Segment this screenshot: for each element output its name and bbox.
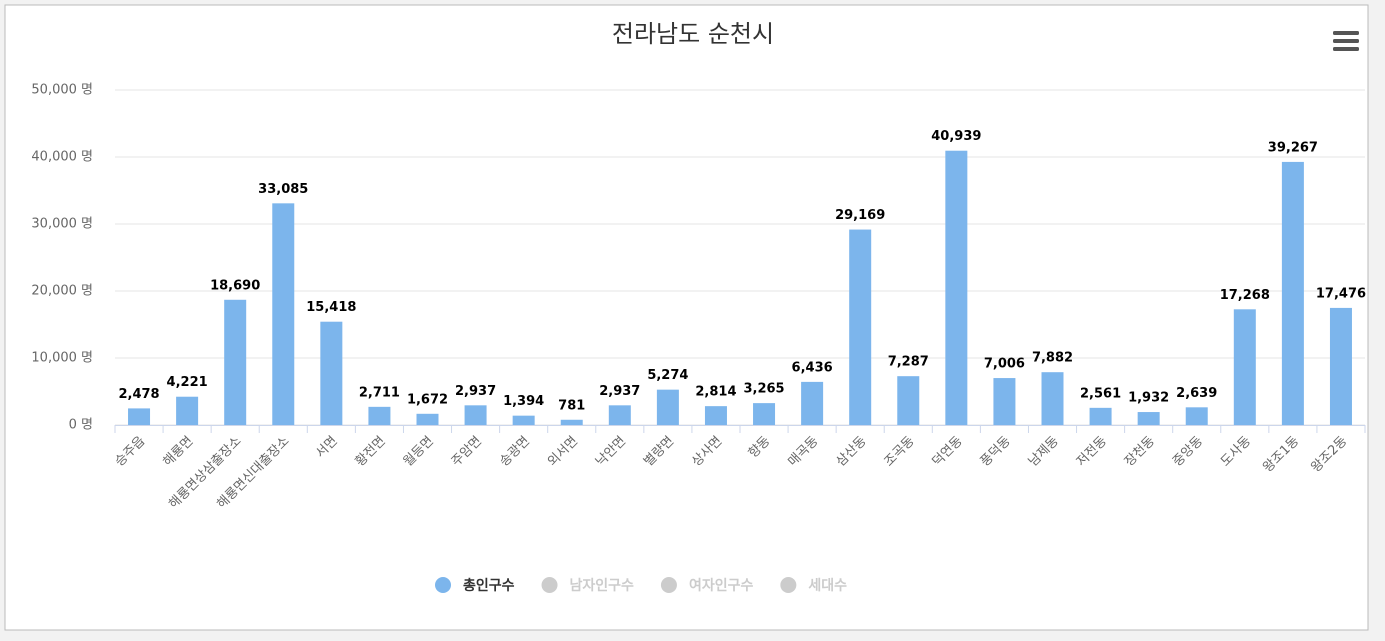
bar [1185,407,1208,425]
data-label: 1,672 [407,392,448,407]
data-label: 40,939 [931,129,981,144]
bar [1329,307,1352,425]
data-label: 6,436 [792,360,833,375]
data-label: 7,882 [1032,351,1073,366]
legend-item[interactable]: 남자인구수 [541,577,635,594]
y-tick-label: 40,000 명 [31,150,93,165]
data-label: 2,937 [455,384,496,399]
bar [897,376,920,425]
bar [608,405,631,425]
data-label: 17,476 [1316,286,1366,301]
bar [849,229,872,425]
legend-label: 남자인구수 [570,577,635,594]
data-label: 7,006 [984,357,1025,372]
bar [464,405,487,425]
bar [1041,372,1064,425]
bar [512,415,535,425]
bar [176,396,199,425]
bar [993,378,1016,425]
chart-frame [4,4,1369,631]
legend-item[interactable]: 총인구수 [435,577,515,594]
data-label: 33,085 [258,182,308,197]
data-label: 39,267 [1268,140,1318,155]
menu-button[interactable] [1333,31,1359,51]
y-tick-label: 30,000 명 [31,217,93,232]
data-label: 1,394 [503,394,544,409]
menu-bar [1333,47,1359,51]
bar [560,419,583,425]
data-label: 3,265 [743,382,784,397]
data-label: 29,169 [835,208,885,223]
legend-item[interactable]: 세대수 [780,577,847,594]
data-label: 18,690 [210,278,260,293]
data-label: 1,932 [1128,391,1169,406]
data-label: 4,221 [167,375,208,390]
data-label: 2,639 [1176,386,1217,401]
legend-label: 세대수 [808,578,847,594]
data-label: 2,478 [118,387,159,402]
data-label: 2,814 [695,385,736,400]
bar [1281,161,1304,425]
bar [945,150,968,426]
bar [656,389,679,425]
y-tick-label: 0 명 [69,418,93,433]
legend-label: 총인구수 [463,577,515,594]
bar [753,403,776,425]
data-label: 7,287 [888,355,929,370]
bar [704,406,727,425]
data-label: 15,418 [306,300,356,315]
data-label: 2,561 [1080,386,1121,401]
bar [272,203,295,425]
bar [1137,412,1160,425]
bar [1233,309,1256,425]
y-tick-label: 20,000 명 [31,284,93,299]
legend-item[interactable]: 여자인구수 [660,577,754,594]
legend-marker [435,577,451,593]
bar [801,381,824,425]
bar [128,408,151,425]
data-label: 17,268 [1220,288,1270,303]
bar [1089,407,1112,425]
data-label: 2,711 [359,385,400,400]
menu-bar [1333,31,1359,35]
y-tick-label: 10,000 명 [31,351,93,366]
bar [320,321,343,425]
legend-marker [780,577,797,593]
bar [224,299,247,425]
legend-label: 여자인구수 [689,577,754,594]
y-tick-label: 50,000 명 [31,83,93,98]
data-label: 2,937 [599,384,640,399]
bar [368,406,391,425]
legend-marker [541,577,558,593]
menu-bar [1333,39,1359,43]
data-label: 781 [558,398,585,413]
chart-title: 전라남도 순천시 [612,20,774,48]
legend-marker [660,577,677,593]
data-label: 5,274 [647,368,688,383]
bar [416,413,439,425]
